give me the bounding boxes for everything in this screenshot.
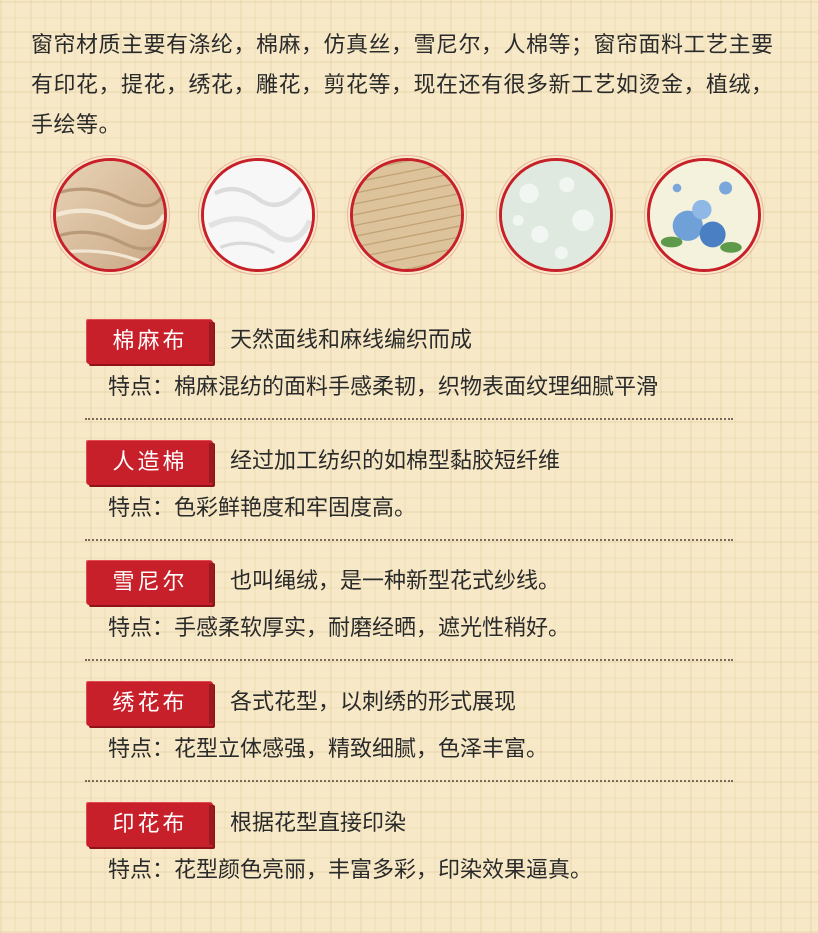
dotted-divider	[85, 780, 733, 782]
fabric-tag: 棉麻布	[85, 318, 215, 368]
fabric-tag-label: 人造棉	[112, 450, 188, 475]
dotted-divider	[85, 539, 733, 541]
fabric-description: 天然面线和麻线编织而成	[230, 328, 473, 353]
woven-texture-swatch-icon	[350, 158, 464, 272]
fabric-feature: 特点：色彩鲜艳度和牢固度高。	[108, 496, 417, 521]
dotted-divider	[85, 418, 733, 420]
embroidered-lace-swatch-icon	[499, 158, 613, 272]
fabric-swatch-row	[0, 154, 818, 278]
fabric-feature: 特点：花型立体感强，精致细腻，色泽丰富。	[108, 737, 549, 762]
blue-floral-print-swatch-icon	[647, 158, 761, 272]
white-cotton-swatch-icon	[201, 158, 315, 272]
fabric-tag-label: 棉麻布	[112, 329, 188, 354]
fabric-tag: 绣花布	[85, 680, 215, 730]
fabric-description: 根据花型直接印染	[230, 811, 407, 836]
fabric-feature: 特点：棉麻混纺的面料手感柔韧，织物表面纹理细腻平滑	[108, 375, 659, 400]
fabric-tag: 印花布	[85, 801, 215, 851]
fabric-tag-label: 雪尼尔	[112, 570, 188, 595]
fabric-description: 各式花型，以刺绣的形式展现	[230, 690, 517, 715]
dotted-divider	[85, 659, 733, 661]
fabric-tag-label: 绣花布	[112, 691, 188, 716]
fabric-tag-label: 印花布	[112, 812, 188, 837]
fabric-description: 也叫绳绒，是一种新型花式纱线。	[230, 569, 561, 594]
intro-paragraph: 窗帘材质主要有涤纶，棉麻，仿真丝，雪尼尔，人棉等；窗帘面料工艺主要有印花，提花，…	[31, 33, 774, 138]
fabric-tag: 人造棉	[85, 439, 215, 489]
fabric-feature: 特点：花型颜色亮丽，丰富多彩，印染效果逼真。	[108, 858, 593, 883]
fabric-description: 经过加工纺织的如棉型黏胶短纤维	[230, 449, 561, 474]
fabric-feature: 特点：手感柔软厚实，耐磨经晒，遮光性稍好。	[108, 616, 571, 641]
linen-fabric-swatch-icon	[53, 158, 167, 272]
fabric-tag: 雪尼尔	[85, 559, 215, 609]
